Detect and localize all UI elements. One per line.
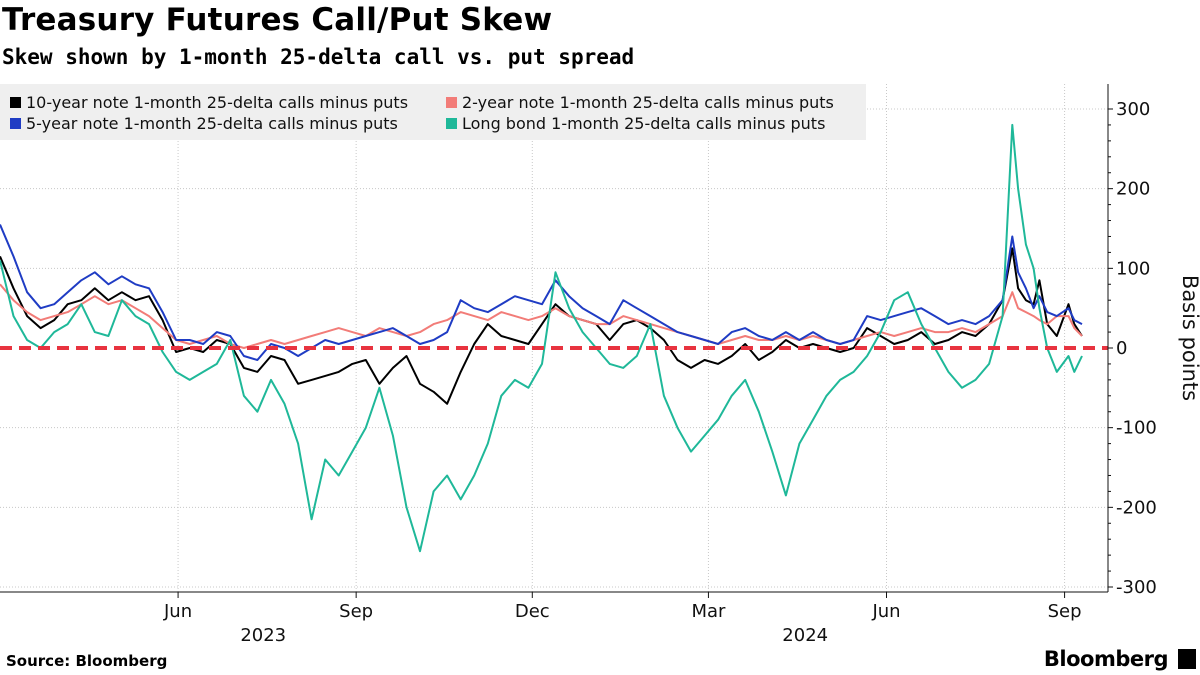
x-axis: Jun Sep Dec Mar Jun Sep 2023 2024 [0, 591, 1108, 646]
x-tick-label: Sep [339, 601, 373, 622]
x-tick-label: Jun [871, 601, 900, 622]
x-year-label: 2023 [240, 625, 286, 646]
bloomberg-logo: Bloomberg [1043, 647, 1169, 671]
x-tick-label: Mar [691, 601, 726, 622]
legend-swatch-long-bond [446, 118, 457, 129]
legend-item-5-year: 5-year note 1-month 25-delta calls minus… [10, 114, 398, 133]
series-line-3 [0, 123, 1083, 553]
legend-label-long-bond: Long bond 1-month 25-delta calls minus p… [462, 114, 826, 133]
x-tick-label: Sep [1048, 601, 1082, 622]
legend-item-long-bond: Long bond 1-month 25-delta calls minus p… [446, 114, 825, 133]
chart-title: Treasury Futures Call/Put Skew [2, 2, 553, 38]
series-line-1 [0, 283, 1083, 349]
y-tick-label: -200 [1116, 497, 1157, 518]
x-tick-label: Dec [515, 601, 550, 622]
legend-swatch-2-year [446, 97, 457, 108]
y-tick-label: 0 [1116, 338, 1127, 359]
y-axis: 300 200 100 0 -100 -200 -300 [1107, 84, 1157, 598]
series-layer [0, 123, 1108, 553]
bloomberg-mark-icon [1178, 649, 1196, 669]
legend-label-2-year: 2-year note 1-month 25-delta calls minus… [462, 93, 834, 112]
series-line-0 [0, 247, 1083, 405]
legend-swatch-10-year [10, 97, 21, 108]
chart-subtitle: Skew shown by 1-month 25-delta call vs. … [2, 45, 635, 69]
series-line-2 [0, 224, 1083, 361]
y-tick-label: 200 [1116, 179, 1150, 200]
legend-label-5-year: 5-year note 1-month 25-delta calls minus… [26, 114, 398, 133]
legend-item-10-year: 10-year note 1-month 25-delta calls minu… [10, 93, 408, 112]
grid [0, 84, 1108, 592]
y-tick-label: -100 [1116, 418, 1157, 439]
x-year-label: 2024 [782, 625, 828, 646]
legend-swatch-5-year [10, 118, 21, 129]
y-tick-label: -300 [1116, 577, 1157, 598]
y-tick-label: 300 [1116, 99, 1150, 120]
legend-item-2-year: 2-year note 1-month 25-delta calls minus… [446, 93, 834, 112]
source-note: Source: Bloomberg [6, 652, 168, 670]
legend: 10-year note 1-month 25-delta calls minu… [0, 84, 866, 140]
y-tick-label: 100 [1116, 258, 1150, 279]
x-tick-label: Jun [163, 601, 192, 622]
legend-label-10-year: 10-year note 1-month 25-delta calls minu… [26, 93, 409, 112]
y-axis-label: Basis points [1178, 275, 1200, 401]
